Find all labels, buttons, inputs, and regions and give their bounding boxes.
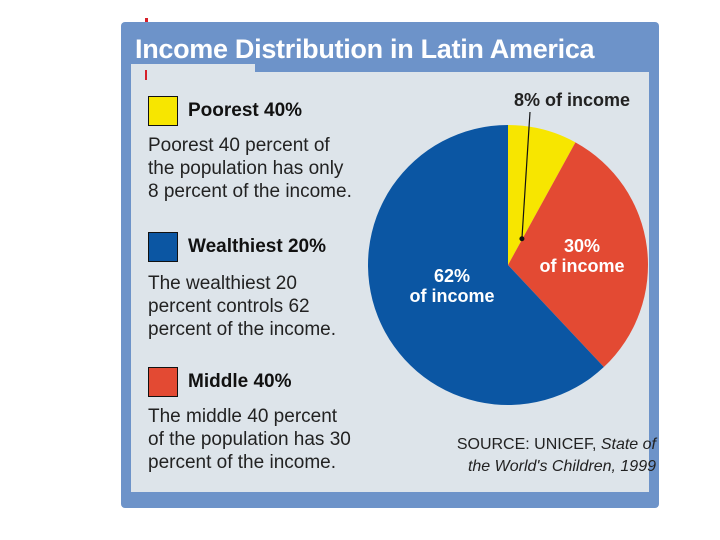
- legend-swatch-poorest: [148, 96, 178, 126]
- panel-tab: [131, 64, 255, 74]
- legend-label-poorest: Poorest 40%: [188, 100, 303, 121]
- legend-description-middle: The middle 40 percent of the population …: [148, 406, 351, 473]
- legend-label-middle: Middle 40%: [188, 371, 292, 392]
- slice-label-wealthiest: 62% of income: [409, 266, 495, 306]
- leader-dot-poorest: [519, 236, 525, 242]
- slice-label-middle: 30% of income: [539, 236, 625, 276]
- red-tick-mark-lower: [145, 70, 147, 80]
- source-note: SOURCE: UNICEF, State of the World's Chi…: [456, 436, 656, 475]
- slice-label-poorest: 8% of income: [514, 90, 631, 110]
- pie-slice-middle: [508, 142, 648, 368]
- chart-title: Income Distribution in Latin America: [135, 34, 595, 64]
- legend-swatch-middle: [148, 367, 178, 397]
- legend-swatch-wealthiest: [148, 232, 178, 262]
- pie-slice-wealthiest: [368, 125, 604, 405]
- leader-line-poorest: [521, 111, 531, 239]
- legend-description-wealthiest: The wealthiest 20 percent controls 62 pe…: [148, 273, 336, 340]
- pie-slice-poorest: [508, 125, 576, 265]
- legend-description-poorest: Poorest 40 percent of the population has…: [148, 135, 352, 202]
- legend-label-wealthiest: Wealthiest 20%: [188, 236, 326, 257]
